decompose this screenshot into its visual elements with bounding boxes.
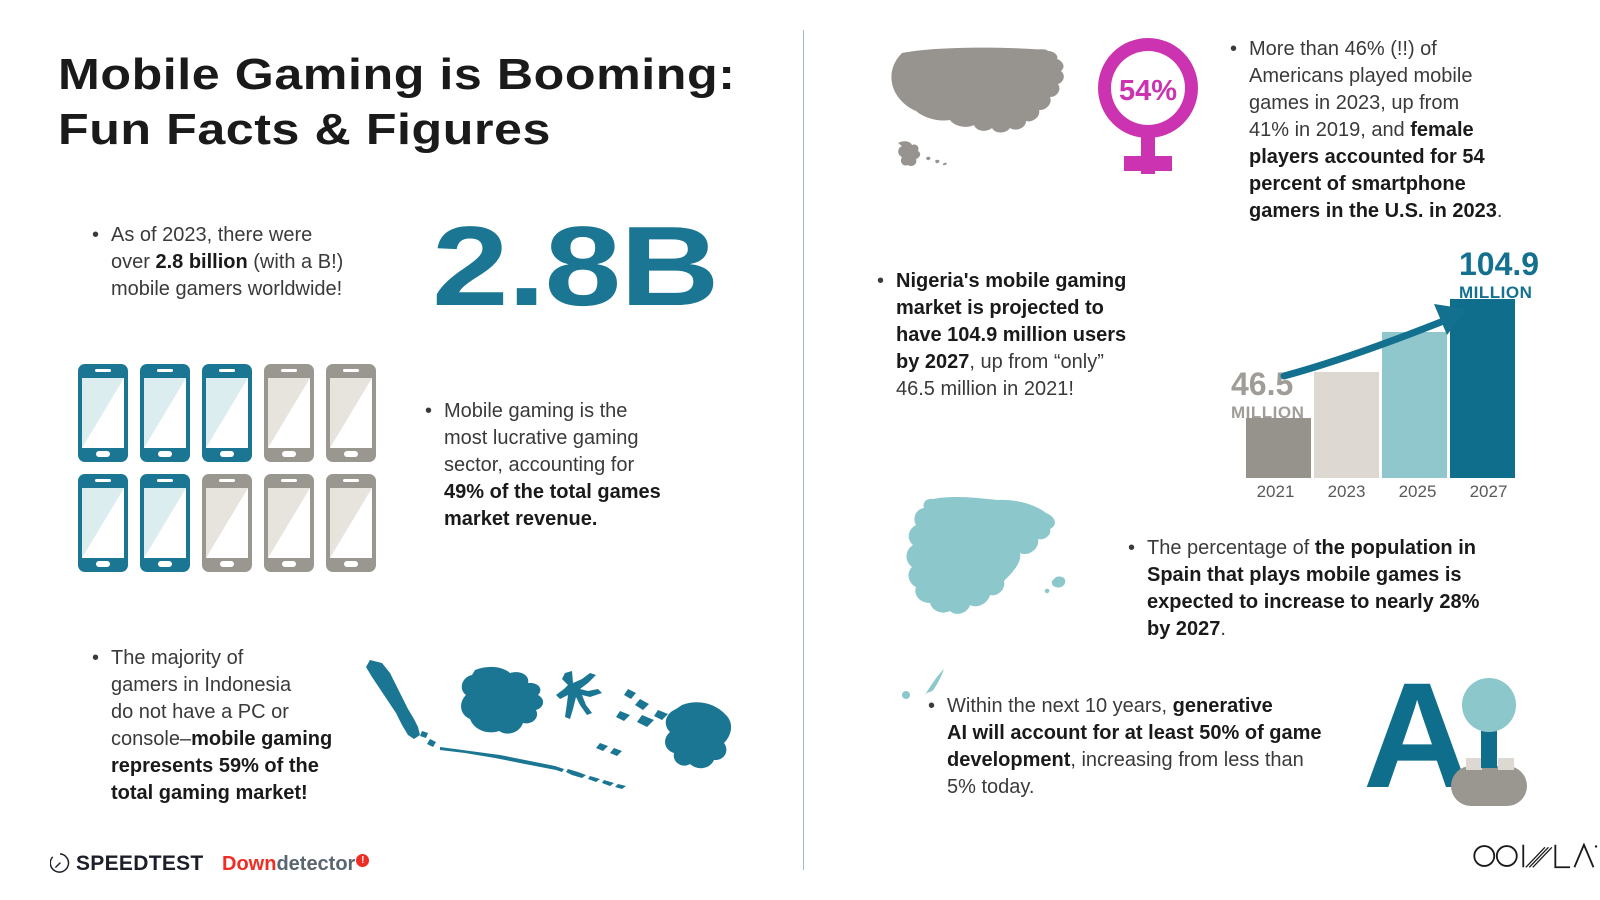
svg-text:54%: 54% xyxy=(1119,75,1177,107)
